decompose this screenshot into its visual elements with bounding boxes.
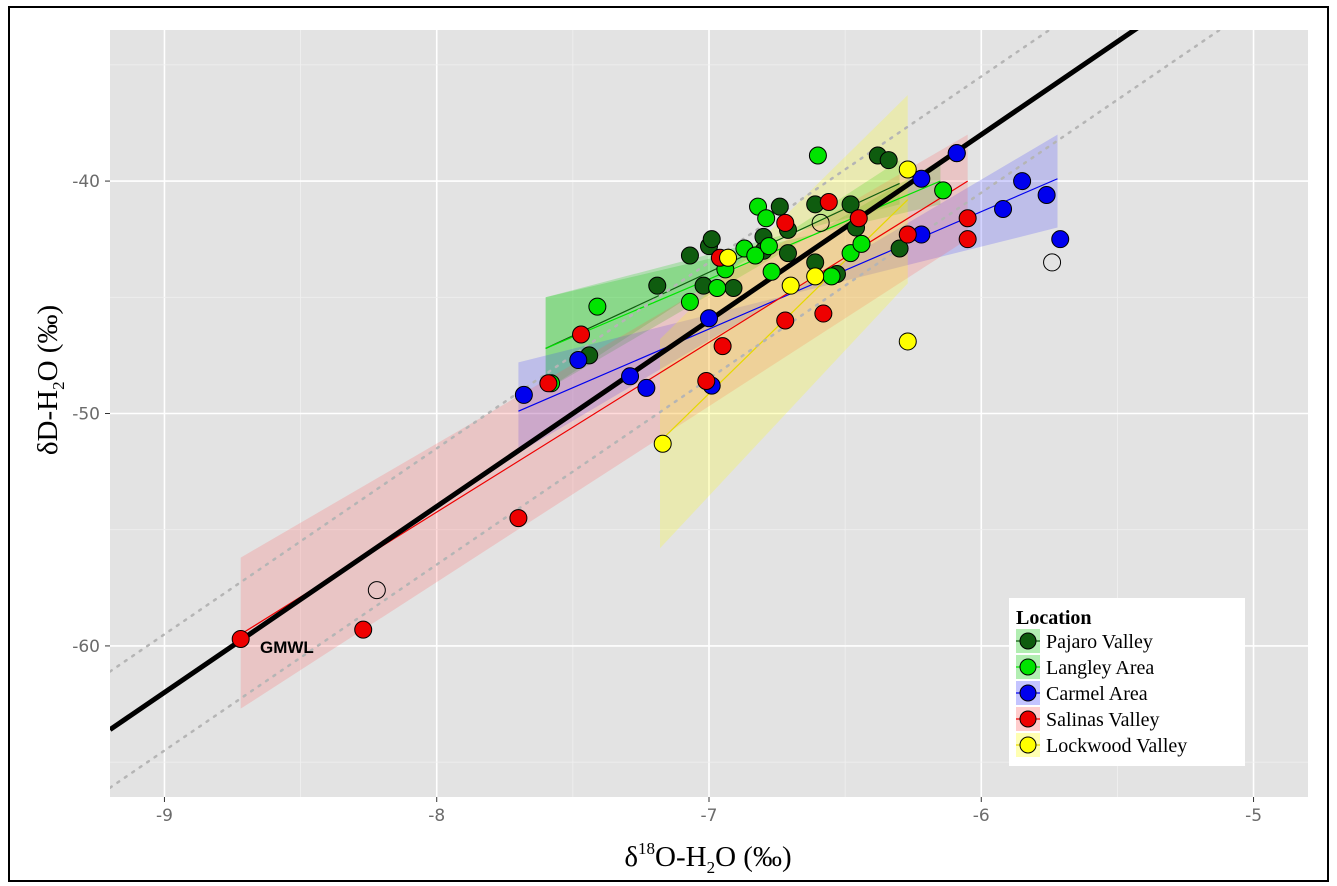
legend-box bbox=[1009, 598, 1245, 766]
data-point bbox=[958, 230, 977, 249]
data-point bbox=[890, 239, 909, 258]
y-tick-label: -50 bbox=[72, 405, 100, 425]
data-point bbox=[680, 246, 699, 265]
data-point bbox=[770, 197, 789, 216]
data-point bbox=[1037, 186, 1056, 205]
legend-key-marker bbox=[1019, 710, 1037, 728]
data-point bbox=[879, 151, 898, 170]
gmwl-annotation: GMWL bbox=[260, 638, 314, 657]
data-point bbox=[1051, 230, 1070, 249]
confidence-ribbon bbox=[545, 160, 941, 391]
x-tick-label: -5 bbox=[1245, 806, 1262, 826]
data-point bbox=[757, 209, 776, 228]
grid-lines bbox=[110, 30, 1308, 797]
chart-frame bbox=[8, 6, 1329, 882]
data-point bbox=[746, 246, 765, 265]
data-point bbox=[539, 374, 558, 393]
legend-key-marker bbox=[1019, 658, 1037, 676]
data-point bbox=[708, 278, 727, 297]
data-point bbox=[958, 209, 977, 228]
data-point bbox=[849, 209, 868, 228]
data-point bbox=[776, 213, 795, 232]
axis-ticks: -9 -8 -7 -6 -5 -60 -50 -40 bbox=[72, 172, 1262, 826]
data-point bbox=[354, 620, 373, 639]
y-tick-label: -60 bbox=[72, 637, 100, 657]
x-tick-label: -6 bbox=[973, 806, 990, 826]
x-axis-title: δ18O-H2O (‰) bbox=[624, 839, 791, 877]
gmwl-offset-line bbox=[110, 30, 1052, 673]
data-point bbox=[934, 181, 953, 200]
data-point bbox=[680, 292, 699, 311]
data-point bbox=[814, 304, 833, 323]
data-point bbox=[852, 234, 871, 253]
gmwl-offset-line bbox=[110, 30, 1222, 789]
data-point bbox=[898, 225, 917, 244]
x-tick-label: -8 bbox=[428, 806, 445, 826]
legend-entry-label: Salinas Valley bbox=[1046, 709, 1160, 731]
legend-entry-label: Lockwood Valley bbox=[1046, 735, 1187, 757]
legend-key-marker bbox=[1019, 684, 1037, 702]
data-points bbox=[231, 144, 1070, 648]
data-point bbox=[700, 309, 718, 328]
data-point bbox=[841, 195, 860, 214]
data-point bbox=[781, 276, 800, 295]
data-point bbox=[702, 230, 721, 249]
data-point bbox=[588, 297, 607, 316]
data-point bbox=[811, 213, 830, 232]
data-point bbox=[1043, 253, 1062, 272]
data-point bbox=[822, 267, 841, 286]
data-point bbox=[653, 434, 672, 453]
data-point bbox=[819, 192, 838, 211]
y-tick-label: -40 bbox=[72, 172, 100, 192]
legend-entry-label: Pajaro Valley bbox=[1046, 631, 1153, 653]
data-point bbox=[776, 311, 795, 330]
data-point bbox=[724, 278, 743, 297]
data-point bbox=[762, 262, 781, 281]
y-axis-title: δD-H2O (‰) bbox=[32, 305, 68, 455]
data-point bbox=[994, 199, 1013, 218]
data-point bbox=[648, 276, 667, 295]
data-point bbox=[719, 248, 738, 267]
legend-entry-label: Carmel Area bbox=[1046, 683, 1148, 705]
data-point bbox=[713, 337, 732, 356]
data-point bbox=[778, 244, 797, 263]
legend-key-marker bbox=[1019, 632, 1037, 650]
legend-entry-label: Langley Area bbox=[1046, 657, 1154, 679]
legend-title: Location bbox=[1016, 607, 1092, 629]
data-point bbox=[514, 385, 533, 404]
data-point bbox=[898, 332, 917, 351]
x-tick-label: -9 bbox=[156, 806, 173, 826]
data-point bbox=[621, 367, 640, 386]
data-point bbox=[808, 146, 827, 165]
x-tick-label: -7 bbox=[701, 806, 718, 826]
data-point bbox=[759, 237, 778, 256]
data-point bbox=[509, 509, 528, 528]
data-point bbox=[697, 371, 716, 390]
data-point bbox=[637, 378, 656, 397]
data-point bbox=[572, 325, 591, 344]
legend: Location Pajaro Valley Langley Area Carmel… bbox=[1009, 598, 1245, 766]
data-point bbox=[898, 160, 917, 179]
data-point bbox=[1013, 172, 1032, 191]
data-point bbox=[806, 267, 825, 286]
data-point bbox=[367, 581, 386, 600]
legend-key-marker bbox=[1019, 736, 1037, 754]
data-point bbox=[231, 629, 250, 648]
data-point bbox=[912, 169, 931, 188]
data-point bbox=[569, 351, 588, 370]
data-point bbox=[947, 144, 966, 163]
